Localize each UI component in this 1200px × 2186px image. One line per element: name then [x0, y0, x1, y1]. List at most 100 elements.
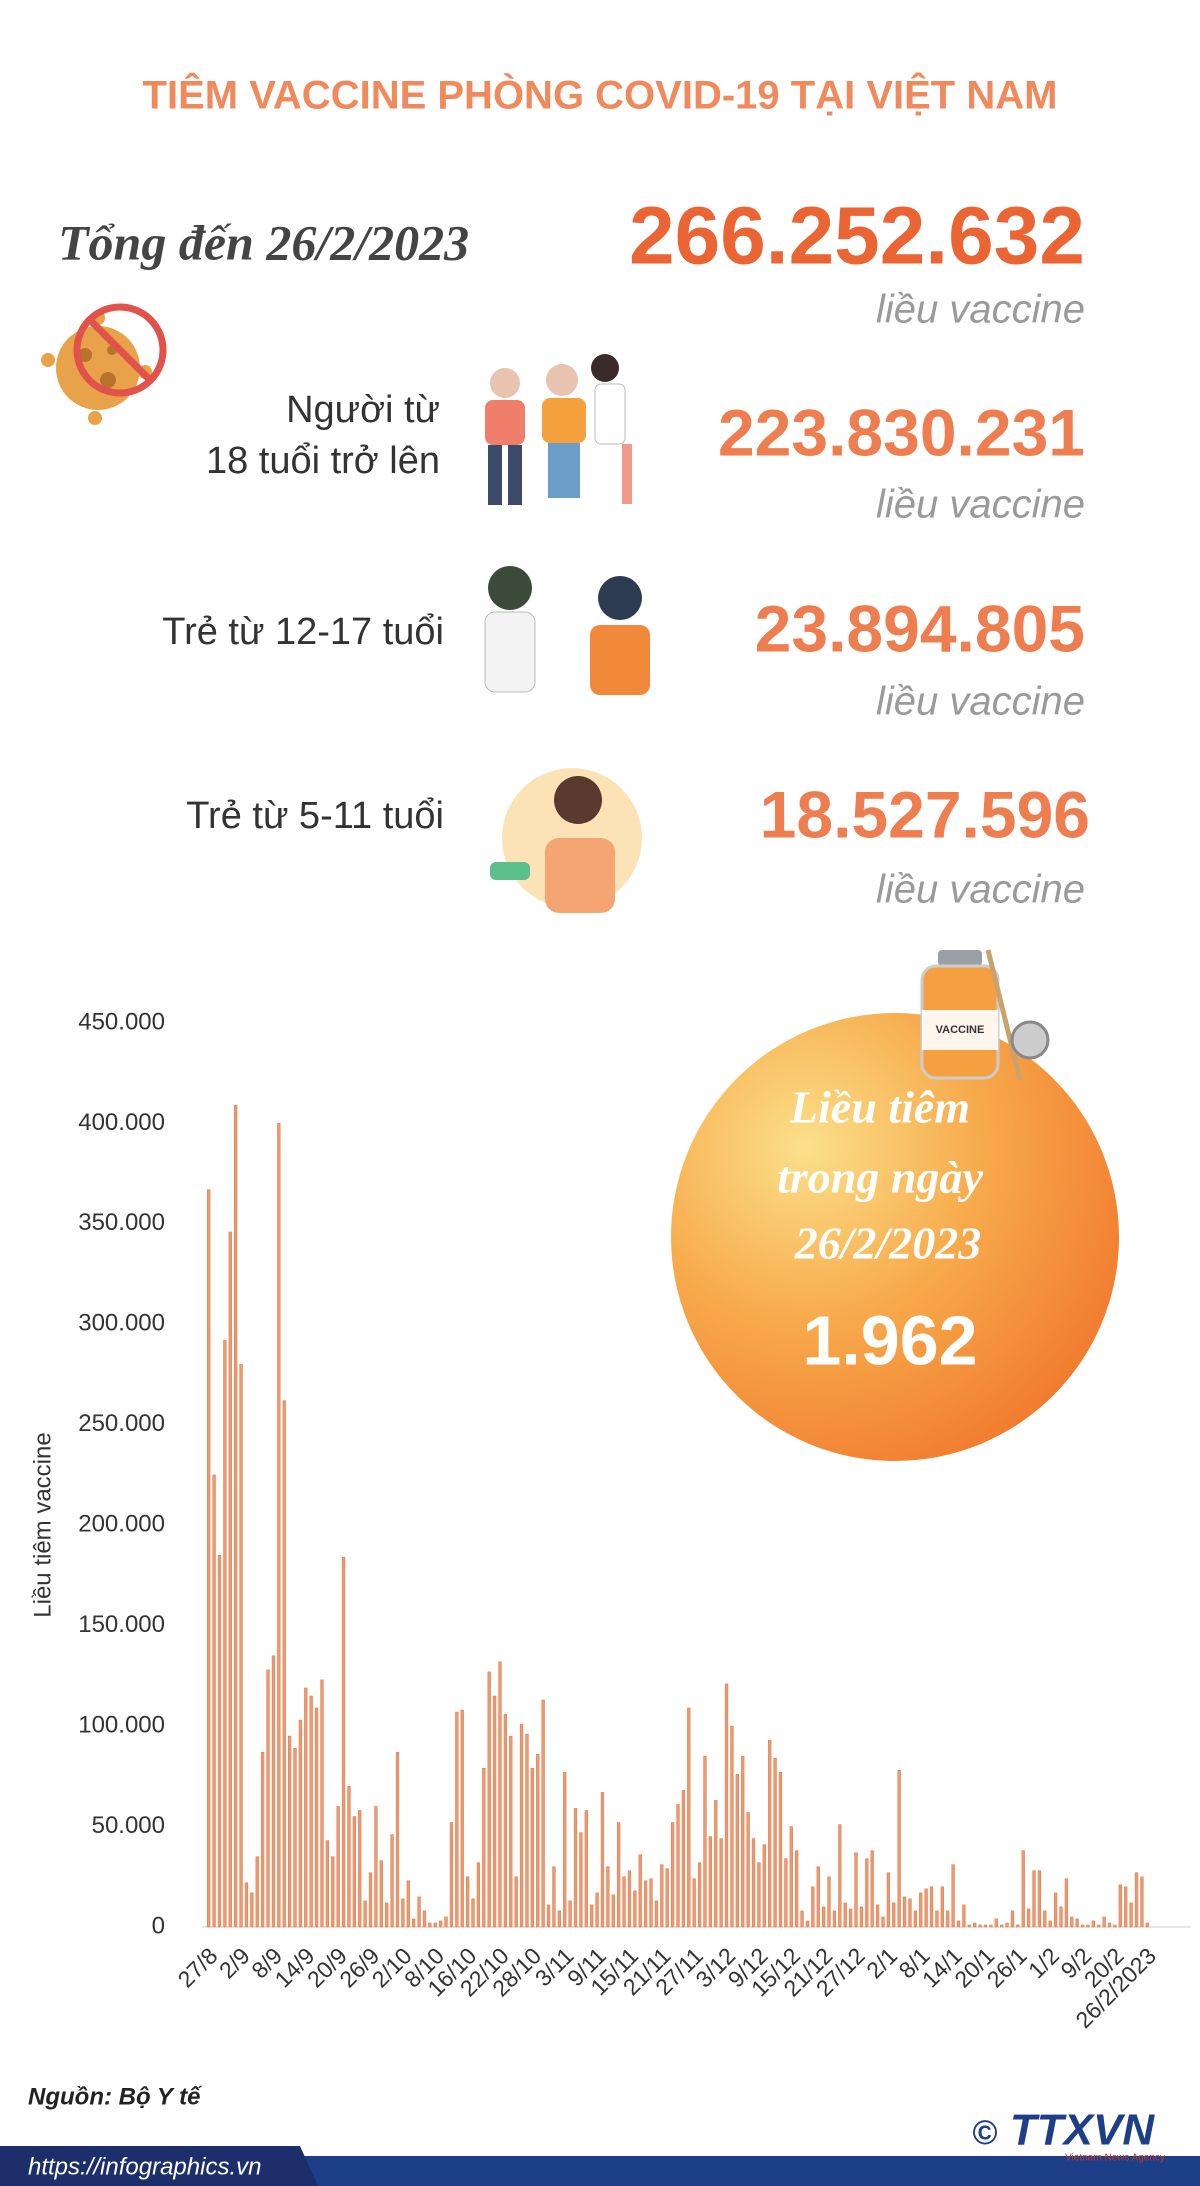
bar	[1140, 1876, 1144, 1928]
y-tick-label: 450.000	[78, 1008, 165, 1035]
y-tick-label: 150.000	[78, 1611, 165, 1638]
bar	[444, 1916, 448, 1928]
bar	[584, 1810, 588, 1928]
bar	[913, 1910, 917, 1928]
bar	[1080, 1924, 1085, 1928]
group-unit: liều vaccine	[876, 483, 1085, 527]
logo: TTXVN	[1010, 2106, 1155, 2155]
bar	[638, 1854, 642, 1928]
bar	[1032, 1870, 1036, 1928]
group-value: 23.894.805	[755, 591, 1085, 665]
bar	[228, 1231, 232, 1928]
bar	[536, 1753, 540, 1928]
bar	[579, 1832, 583, 1928]
bar	[557, 1910, 561, 1928]
bar	[778, 1772, 783, 1928]
bar	[352, 1816, 356, 1928]
bar	[363, 1900, 367, 1928]
bar	[989, 1924, 993, 1928]
bar	[250, 1892, 254, 1928]
bar	[811, 1886, 815, 1928]
group-label: 18 tuổi trở lên	[206, 440, 440, 482]
bar	[703, 1755, 707, 1928]
bar	[768, 1739, 772, 1928]
bar	[967, 1924, 971, 1928]
group-value: 18.527.596	[760, 777, 1090, 851]
bar	[983, 1924, 988, 1928]
footer-tab	[0, 2146, 318, 2186]
y-axis-title: Liều tiêm vaccine	[29, 1432, 56, 1617]
bar	[482, 1767, 486, 1928]
bar	[1021, 1850, 1025, 1928]
group-label: Trẻ từ 12-17 tuổi	[162, 611, 444, 653]
bar	[746, 1812, 750, 1928]
bar	[239, 1364, 243, 1928]
bar	[530, 1767, 535, 1928]
bar	[821, 1906, 826, 1928]
bar	[854, 1852, 858, 1928]
bottle-label: VACCINE	[936, 1024, 985, 1036]
virus-icon	[41, 303, 167, 425]
bar	[552, 1866, 556, 1928]
group-label: Trẻ từ 5-11 tuổi	[186, 795, 444, 837]
bar	[1037, 1870, 1042, 1928]
bar	[929, 1886, 934, 1928]
logo-subtitle: Vietnam News Agency	[1065, 2153, 1165, 2164]
total-value: 266.252.632	[629, 191, 1085, 282]
bar	[455, 1711, 459, 1928]
bar	[1043, 1910, 1047, 1928]
bar	[956, 1920, 961, 1928]
bar	[978, 1924, 982, 1928]
bar	[865, 1858, 869, 1928]
bar	[762, 1844, 766, 1928]
bar	[1113, 1924, 1117, 1928]
bar	[563, 1772, 567, 1928]
bar	[439, 1920, 443, 1928]
bar	[266, 1669, 270, 1928]
bar	[832, 1910, 837, 1928]
bar	[379, 1860, 383, 1928]
bar	[341, 1557, 346, 1928]
group-unit: liều vaccine	[876, 680, 1085, 724]
bar	[735, 1774, 739, 1928]
bar	[492, 1695, 497, 1928]
bar	[805, 1920, 810, 1928]
bar	[207, 1189, 211, 1928]
bar	[973, 1922, 977, 1928]
total-unit: liều vaccine	[876, 288, 1085, 332]
bar	[859, 1906, 864, 1928]
bar	[347, 1786, 351, 1928]
bar	[795, 1850, 799, 1928]
bar	[260, 1751, 265, 1928]
bar	[881, 1916, 885, 1928]
bar	[935, 1910, 939, 1928]
y-tick-label: 400.000	[78, 1109, 165, 1136]
bar	[304, 1687, 308, 1928]
bar	[471, 1898, 475, 1928]
y-tick-label: 50.000	[92, 1812, 165, 1839]
bar	[730, 1725, 734, 1928]
illustration-elderly	[485, 354, 632, 505]
bar	[676, 1804, 680, 1928]
bar	[886, 1872, 891, 1928]
bar	[892, 1902, 896, 1928]
bar	[433, 1922, 437, 1928]
bar	[314, 1707, 319, 1928]
bar	[1064, 1878, 1069, 1928]
bar	[336, 1806, 340, 1928]
bar	[919, 1892, 923, 1928]
bar	[212, 1474, 216, 1928]
url: https://infographics.vn	[28, 2153, 261, 2180]
bar	[681, 1790, 686, 1928]
group-label: Người từ	[286, 389, 440, 431]
bar	[498, 1661, 502, 1928]
bar	[1124, 1886, 1128, 1928]
bar	[331, 1856, 335, 1928]
bar	[1107, 1922, 1112, 1928]
bar	[773, 1757, 777, 1928]
group-value: 223.830.231	[718, 395, 1085, 469]
total-label: Tổng đến 26/2/2023	[58, 214, 469, 270]
bar	[509, 1735, 513, 1928]
